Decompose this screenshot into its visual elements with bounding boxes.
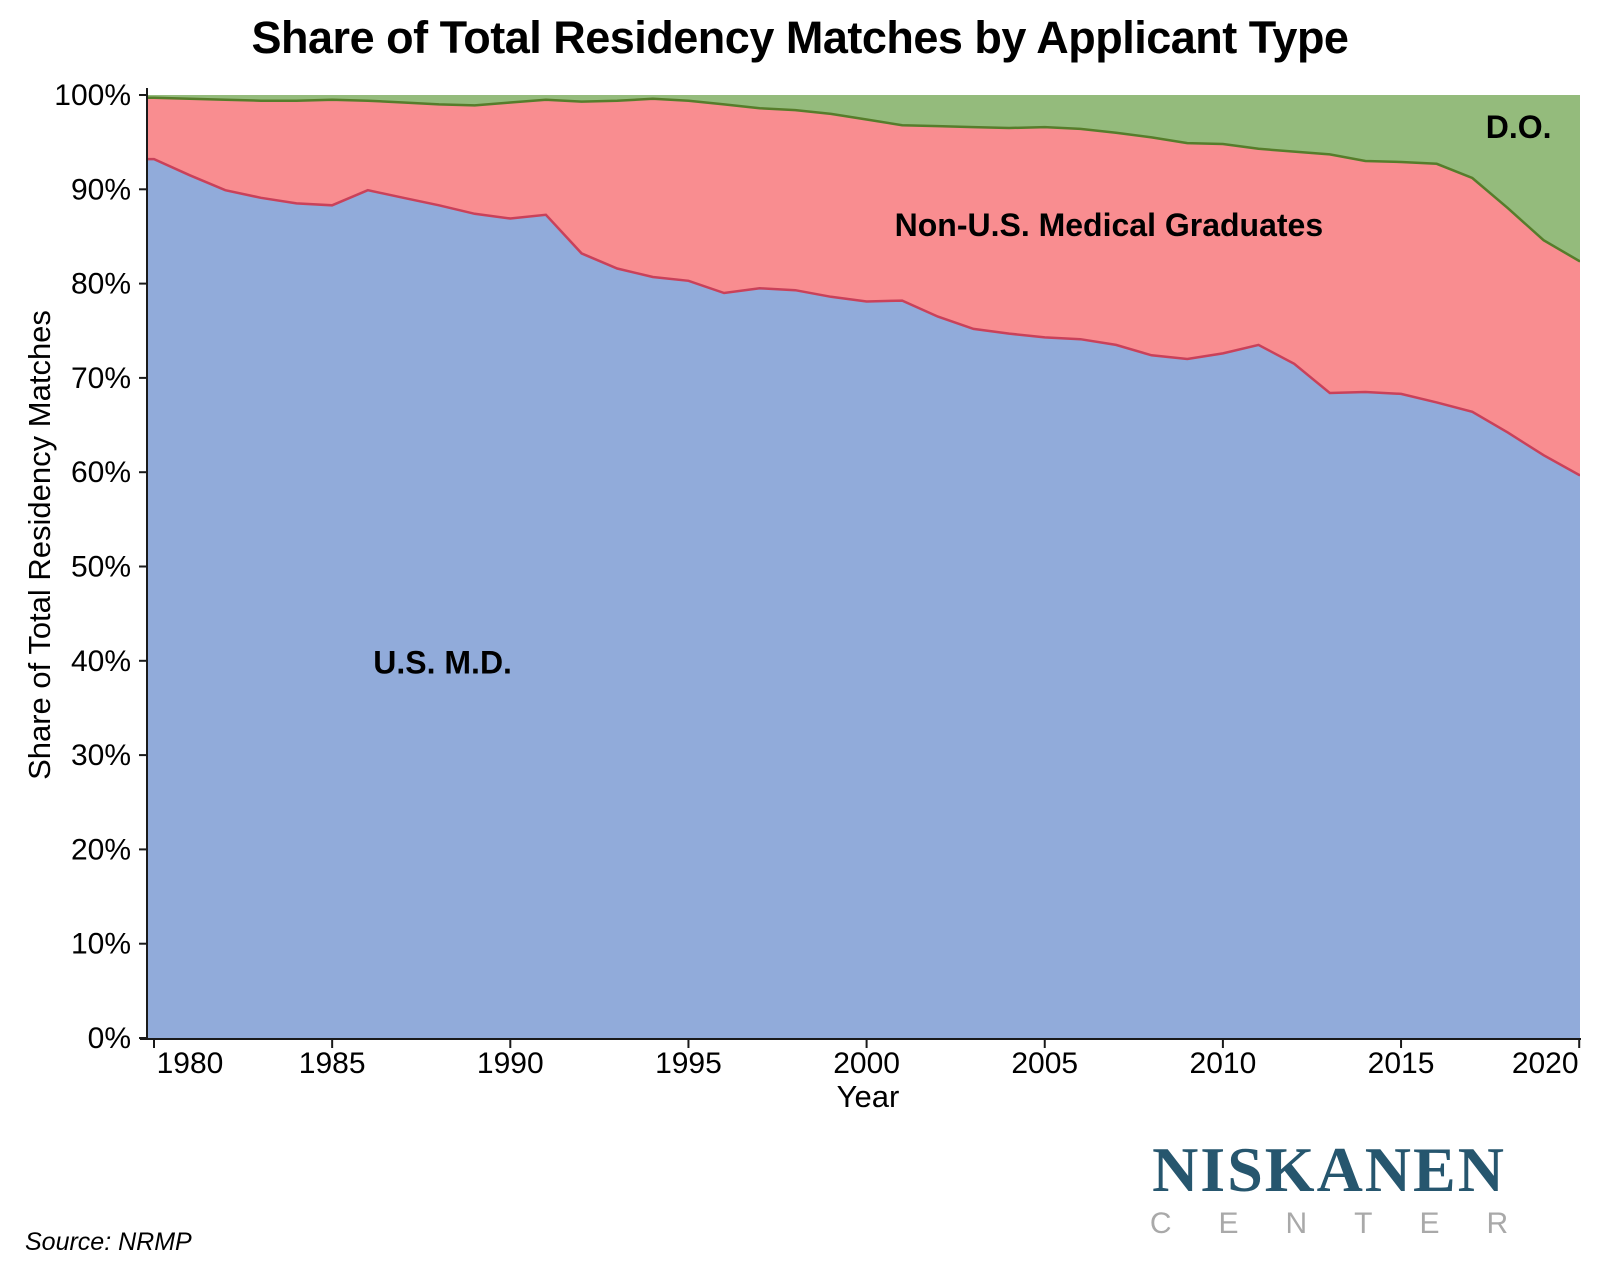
series-label-us-md: U.S. M.D.	[373, 645, 512, 681]
y-tick-label: 70%	[71, 362, 131, 395]
y-tick-label: 50%	[71, 551, 131, 584]
niskanen-logo: NISKANEN CENTER	[1146, 1138, 1512, 1239]
y-tick-label: 10%	[71, 928, 131, 961]
y-tick-label: 40%	[71, 645, 131, 678]
y-tick-label: 100%	[54, 79, 131, 112]
x-tick-label: 2015	[1368, 1047, 1435, 1080]
area-layers	[148, 95, 1580, 1039]
y-tick-label: 20%	[71, 833, 131, 866]
x-tick-label: 2010	[1190, 1047, 1257, 1080]
y-tick-label: 0%	[88, 1022, 131, 1055]
logo-niskanen-text: NISKANEN	[1152, 1134, 1506, 1205]
y-tick-label: 60%	[71, 456, 131, 489]
x-axis-title: Year	[837, 1079, 900, 1114]
area-do	[148, 95, 1580, 261]
stacked-area-chart: 0%10%20%30%40%50%60%70%80%90%100% 1980 19…	[54, 79, 1581, 1114]
area-non-us-medical-graduates	[148, 97, 1580, 476]
us-md-boundary-line	[148, 157, 1580, 477]
x-tick-label: 2000	[833, 1047, 900, 1080]
x-tick-label: 1980	[157, 1047, 224, 1080]
y-axis-ticks: 0% 10% 20% 30% 40% 50% 60% 70% 80% 90% 100%	[54, 79, 147, 1055]
x-tick-label: 1995	[655, 1047, 722, 1080]
x-tick-label: 1990	[477, 1047, 544, 1080]
chart-title: Share of Total Residency Matches by Appl…	[251, 12, 1349, 63]
img-do-boundary-line	[148, 96, 1580, 263]
y-tick-label: 90%	[71, 173, 131, 206]
source-note: Source: NRMP	[25, 1228, 192, 1256]
y-tick-label: 80%	[71, 268, 131, 301]
boundary-lines	[148, 96, 1580, 477]
area-us-md	[148, 159, 1580, 1039]
series-annotations: U.S. M.D. Non-U.S. Medical Graduates D.O.	[373, 109, 1551, 681]
y-tick-label: 30%	[71, 739, 131, 772]
x-tick-label: 2020	[1512, 1047, 1579, 1080]
series-label-non-us-medical-graduates: Non-U.S. Medical Graduates	[895, 207, 1324, 243]
x-tick-label: 1985	[299, 1047, 366, 1080]
series-label-do: D.O.	[1486, 109, 1552, 145]
y-axis-title: Share of Total Residency Matches	[22, 310, 57, 780]
x-tick-label: 2005	[1011, 1047, 1078, 1080]
logo-center-text: CENTER	[1149, 1207, 1556, 1240]
x-axis-ticks: 1980 1985 1990 1995 2000 2005 2010 2015 2020	[153, 1039, 1581, 1080]
